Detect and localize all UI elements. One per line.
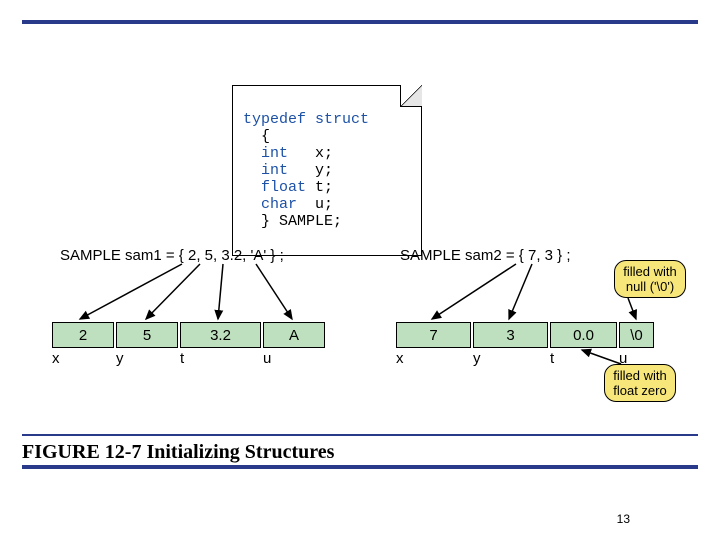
struct-cell: 3 bbox=[473, 322, 548, 348]
callout-zero: filled withfloat zero bbox=[604, 364, 676, 402]
field-label: u bbox=[263, 350, 271, 367]
field-label: x bbox=[396, 350, 404, 367]
struct-cell: 7 bbox=[396, 322, 471, 348]
field-label: u bbox=[619, 350, 627, 367]
struct-cell: A bbox=[263, 322, 325, 348]
struct-cell: \0 bbox=[619, 322, 654, 348]
callout-text: filled with bbox=[623, 264, 676, 279]
field-label: t bbox=[550, 350, 554, 367]
struct-cell: 2 bbox=[52, 322, 114, 348]
field-label: y bbox=[473, 350, 481, 367]
callout-text: null ('\0') bbox=[626, 279, 674, 294]
figure-caption: FIGURE 12-7 Initializing Structures bbox=[22, 441, 334, 464]
callout-text: filled with bbox=[613, 368, 666, 383]
page-number: 13 bbox=[617, 512, 630, 526]
caption-rule-thick bbox=[22, 465, 698, 469]
callout-null: filled withnull ('\0') bbox=[614, 260, 686, 298]
field-label: x bbox=[52, 350, 60, 367]
caption-rule-thin bbox=[22, 434, 698, 436]
callout-text: float zero bbox=[613, 383, 666, 398]
struct-cell: 3.2 bbox=[180, 322, 261, 348]
field-label: y bbox=[116, 350, 124, 367]
field-label: t bbox=[180, 350, 184, 367]
struct-cell: 5 bbox=[116, 322, 178, 348]
struct-cell: 0.0 bbox=[550, 322, 617, 348]
